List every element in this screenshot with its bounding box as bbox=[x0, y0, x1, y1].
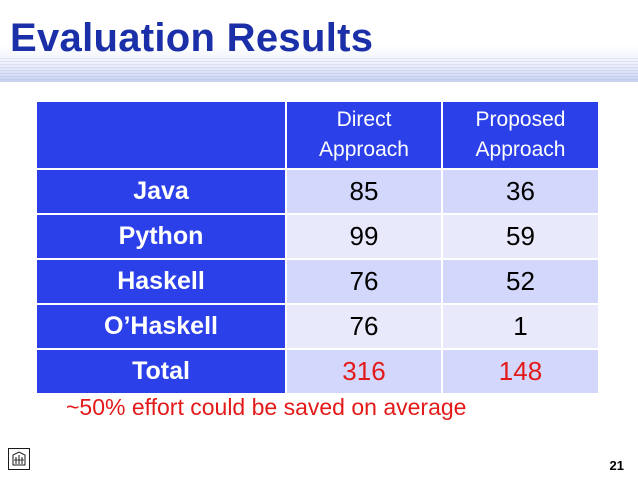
page-number: 21 bbox=[609, 458, 624, 473]
header-direct-line2: Approach bbox=[319, 138, 409, 161]
summary-note: ~50% effort could be saved on average bbox=[66, 394, 467, 420]
header-direct-line1: Direct bbox=[336, 108, 392, 131]
university-seal-icon bbox=[8, 448, 30, 470]
header-proposed-line1: Proposed bbox=[475, 108, 566, 131]
total-proposed-value: 148 bbox=[441, 348, 600, 395]
row-label: Python bbox=[35, 213, 287, 260]
header-empty-cell bbox=[35, 100, 287, 170]
university-seal-glyph bbox=[12, 451, 26, 466]
header-proposed-approach: Proposed Approach bbox=[441, 100, 600, 170]
total-direct-value: 316 bbox=[285, 348, 443, 395]
table-row-java: Java 85 36 bbox=[35, 168, 600, 215]
row-label: Haskell bbox=[35, 258, 287, 305]
proposed-value: 36 bbox=[441, 168, 600, 215]
table-row-haskell: Haskell 76 52 bbox=[35, 258, 600, 305]
proposed-value: 1 bbox=[441, 303, 600, 350]
slide-title: Evaluation Results bbox=[10, 16, 374, 60]
row-label: Java bbox=[35, 168, 287, 215]
total-label: Total bbox=[35, 348, 287, 395]
direct-value: 85 bbox=[285, 168, 443, 215]
title-band bbox=[0, 0, 638, 82]
table-row-ohaskell: O’Haskell 76 1 bbox=[35, 303, 600, 350]
table-row-python: Python 99 59 bbox=[35, 213, 600, 260]
direct-value: 76 bbox=[285, 258, 443, 305]
direct-value: 76 bbox=[285, 303, 443, 350]
proposed-value: 52 bbox=[441, 258, 600, 305]
table-row-total: Total 316 148 bbox=[35, 348, 600, 395]
row-label: O’Haskell bbox=[35, 303, 287, 350]
results-table: Direct Approach Proposed Approach Java 8… bbox=[35, 100, 600, 395]
header-direct-approach: Direct Approach bbox=[285, 100, 443, 170]
proposed-value: 59 bbox=[441, 213, 600, 260]
header-proposed-line2: Approach bbox=[475, 138, 566, 161]
table-header-row: Direct Approach Proposed Approach bbox=[35, 100, 600, 170]
direct-value: 99 bbox=[285, 213, 443, 260]
